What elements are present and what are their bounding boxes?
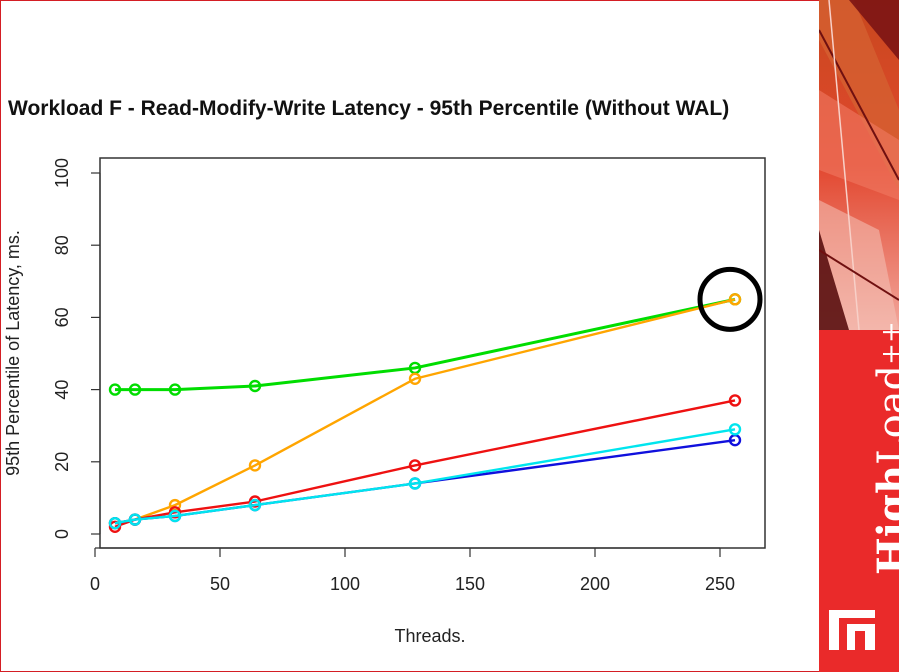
brand-logo-icon xyxy=(829,610,875,650)
data-point xyxy=(248,459,262,472)
brand-panel xyxy=(819,0,899,672)
series-2 xyxy=(108,293,742,530)
highlight-circle xyxy=(697,266,763,332)
data-point xyxy=(728,293,742,306)
y-tick-label: 60 xyxy=(52,307,72,327)
x-tick-label: 0 xyxy=(90,574,100,594)
x-tick-label: 200 xyxy=(580,574,610,594)
series-line xyxy=(115,297,736,392)
series-line xyxy=(114,428,736,525)
y-tick-label: 100 xyxy=(52,158,72,188)
data-point xyxy=(408,372,422,385)
data-point xyxy=(728,394,742,407)
data-point xyxy=(728,423,742,436)
x-axis: 0 50 100 150 200 250 xyxy=(90,547,735,594)
y-tick-label: 20 xyxy=(52,452,72,472)
x-tick-label: 250 xyxy=(705,574,735,594)
series-line xyxy=(114,298,736,525)
brand-name-bold: High xyxy=(869,464,899,575)
series-line xyxy=(114,399,736,528)
plot-border xyxy=(99,157,766,549)
data-point xyxy=(168,509,182,523)
y-tick-label: 0 xyxy=(52,529,72,539)
y-tick-label: 40 xyxy=(52,380,72,400)
line-chart: 0 50 100 150 200 250 0 20 40 60 80 100 Threads. 95… xyxy=(3,157,766,646)
brand-superscript: ++ xyxy=(876,321,899,365)
data-point xyxy=(248,498,262,512)
brand-name-regular: Load xyxy=(870,364,899,465)
series-layer xyxy=(108,293,742,533)
data-point xyxy=(128,513,142,526)
data-point xyxy=(128,383,142,396)
data-point xyxy=(108,516,122,530)
series-1 xyxy=(108,293,742,396)
data-point xyxy=(168,383,182,396)
data-point xyxy=(248,379,262,393)
chart-title: Workload F - Read-Modify-Write Latency -… xyxy=(8,97,730,120)
brand-wordmark: HighLoad++ xyxy=(869,321,899,575)
y-axis: 0 20 40 60 80 100 xyxy=(52,158,101,539)
x-tick-label: 150 xyxy=(455,574,485,594)
data-point xyxy=(108,383,122,396)
y-axis-label: 95th Percentile of Latency, ms. xyxy=(3,230,23,476)
data-point xyxy=(408,477,422,490)
y-tick-label: 80 xyxy=(52,235,72,255)
x-tick-label: 50 xyxy=(210,574,230,594)
x-axis-label: Threads. xyxy=(394,626,465,646)
data-point xyxy=(408,459,422,472)
series-5 xyxy=(108,423,742,530)
x-tick-label: 100 xyxy=(330,574,360,594)
annotation-layer xyxy=(697,266,763,332)
